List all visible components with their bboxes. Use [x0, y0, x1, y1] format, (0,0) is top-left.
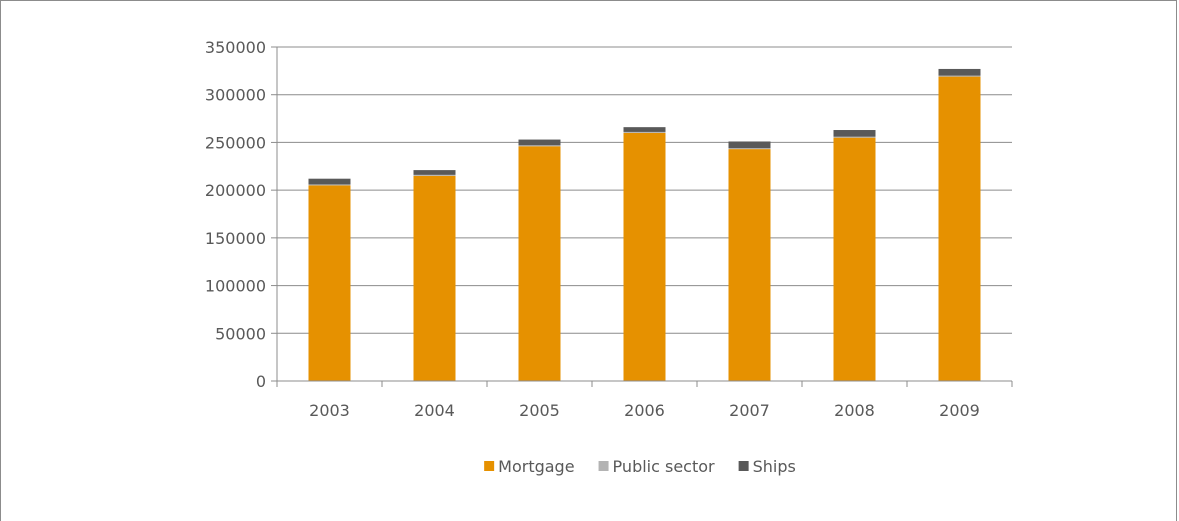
y-tick-label: 250000 [205, 133, 266, 152]
y-tick-label: 200000 [205, 181, 266, 200]
bar-ships-2005 [518, 139, 561, 146]
x-tick-label: 2007 [729, 401, 770, 420]
legend-item-ships: Ships [738, 457, 796, 476]
legend-swatch [484, 461, 495, 471]
bar-ships-2009 [938, 68, 981, 76]
legend-label: Mortgage [498, 457, 574, 476]
bar-mortgage-2007 [728, 149, 771, 381]
legend-swatch [598, 461, 609, 471]
legend-item-mortgage: Mortgage [484, 457, 575, 476]
y-tick-label: 300000 [205, 86, 266, 105]
y-tick-label: 150000 [205, 229, 266, 248]
bar-public-sector-2008 [833, 136, 876, 138]
bar-ships-2007 [728, 141, 771, 149]
y-tick-labels: 0 50000 100000 150000 200000 250000 300000 3500… [205, 38, 266, 391]
y-tick-label: 50000 [215, 324, 266, 343]
bar-public-sector-2004 [413, 174, 456, 176]
x-tick-label: 2005 [519, 401, 560, 420]
y-tick-label: 100000 [205, 277, 266, 296]
bar-mortgage-2009 [938, 76, 981, 381]
legend-item-public-sector: Public sector [598, 457, 715, 476]
bar-public-sector-2005 [518, 145, 561, 147]
bar-public-sector-2009 [938, 75, 981, 77]
axes [271, 46, 1013, 387]
bar-ships-2004 [413, 170, 456, 175]
x-tick-label: 2006 [624, 401, 665, 420]
bar-mortgage-2005 [518, 146, 561, 381]
x-tick-label: 2003 [309, 401, 350, 420]
bar-public-sector-2006 [623, 131, 666, 133]
y-tick-label: 0 [256, 372, 266, 391]
x-tick-label: 2009 [939, 401, 980, 420]
y-tick-label: 350000 [205, 38, 266, 57]
bar-ships-2003 [308, 178, 351, 185]
bar-public-sector-2003 [308, 184, 351, 186]
bar-ships-2006 [623, 127, 666, 132]
legend-label: Ships [753, 457, 796, 476]
bar-ships-2008 [833, 130, 876, 137]
bars [308, 68, 981, 381]
bar-mortgage-2008 [833, 137, 876, 381]
legend-swatch [738, 461, 749, 471]
legend: Mortgage Public sector Ships [484, 457, 796, 476]
x-tick-labels: 2003 2004 2005 2006 2007 2008 2009 [309, 401, 980, 420]
legend-label: Public sector [613, 457, 715, 476]
bar-mortgage-2003 [308, 185, 351, 381]
x-tick-label: 2008 [834, 401, 875, 420]
bar-public-sector-2007 [728, 148, 771, 150]
bar-mortgage-2004 [413, 175, 456, 381]
bar-mortgage-2006 [623, 132, 666, 381]
x-tick-label: 2004 [414, 401, 455, 420]
